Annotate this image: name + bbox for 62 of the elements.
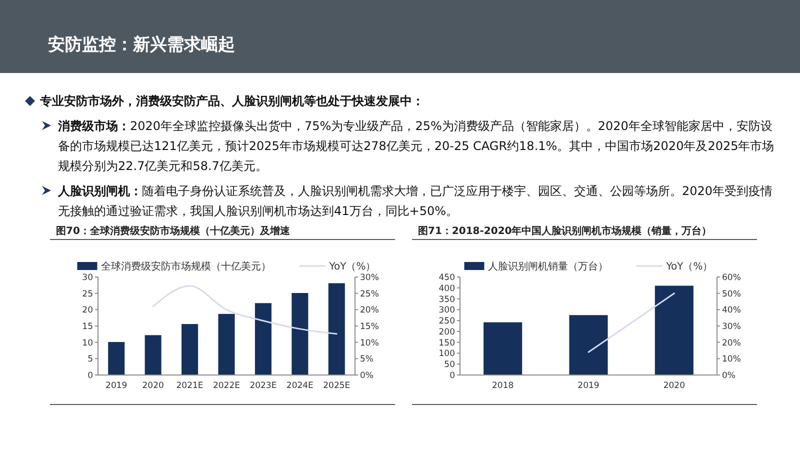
- text: 人脸识别闸机：随着电子身份认证系统普及，人脸识别闸机需求大增，已广泛应用于楼宇、园区、交通、公园等场所。2020年受到疫情无接触的通过验证需求，我国人脸识别闸机市场达到41万台，同比+50%。: [57, 184, 773, 218]
- legend-label: YoY（%）: [328, 262, 376, 272]
- x-tick-label: 2021E: [176, 381, 204, 391]
- bar: [218, 314, 235, 375]
- y2-tick-label: 0%: [722, 371, 736, 381]
- y-tick-label: 450: [438, 273, 455, 283]
- y-tick-label: 10: [82, 338, 93, 348]
- y2-tick-label: 10%: [722, 354, 741, 365]
- y-tick-label: 0: [450, 371, 455, 381]
- y2-tick-label: 25%: [360, 289, 379, 300]
- y-tick-label: 400: [438, 284, 455, 294]
- bar: [569, 315, 608, 375]
- x-tick-label: 2019: [106, 381, 128, 391]
- bar: [654, 286, 694, 375]
- chart-title: 图71：2018-2020年中国人脸识别闸机市场规模（销量，万台）: [418, 225, 712, 237]
- y2-tick-label: 60%: [722, 273, 741, 283]
- x-tick-label: 2022E: [212, 381, 240, 391]
- x-tick-label: 2024E: [286, 381, 314, 391]
- y-tick-label: 350: [438, 294, 455, 305]
- x-tick-label: 2018: [492, 381, 514, 391]
- x-tick-label: 2023E: [250, 381, 277, 391]
- line-series: [152, 285, 338, 335]
- x-tick-label: 2020: [142, 381, 164, 391]
- text: 消费级市场：2020年全球监控摄像头出货中，75%为专业级产品，25%为消费级产品（智能家居）。2020年全球智能家居中，安防设备的市场规模已达121亿美元，预计2025年市场规模可达278亿美元，20-25 CAGR约18.1%。其中，中国市场2020年及2025年市场规模分别为22.7亿美元和58.7亿美元。: [57, 119, 774, 173]
- y-tick-label: 30: [82, 273, 93, 283]
- text: 安防监控：新兴需求崛起: [48, 35, 235, 55]
- y2-tick-label: 40%: [722, 306, 741, 316]
- text: 专业安防市场外，消费级安防产品、人脸识别闸机等也处于快速发展中：: [39, 94, 424, 108]
- bar: [182, 324, 198, 375]
- x-tick-label: 2025E: [323, 381, 350, 391]
- bar: [254, 303, 272, 375]
- y-tick-label: 25: [82, 289, 93, 300]
- y2-tick-label: 10%: [360, 338, 379, 348]
- legend-label: 全球消费级安防市场规模（十亿美元）: [101, 260, 272, 272]
- legend-label: 人脸识别闸机销量（万台）: [488, 260, 608, 272]
- y2-tick-label: 20%: [722, 338, 741, 348]
- y2-tick-label: 0%: [360, 371, 374, 381]
- y-tick-label: 0: [88, 371, 93, 381]
- y2-tick-label: 30%: [722, 322, 741, 332]
- y-tick-label: 250: [438, 316, 455, 327]
- y-tick-label: 150: [438, 338, 455, 348]
- y-tick-label: 5: [88, 354, 93, 365]
- legend-label: YoY（%）: [665, 262, 713, 272]
- y-tick-label: 15: [82, 322, 93, 332]
- x-tick-label: 2019: [578, 381, 600, 391]
- y-tick-label: 50: [444, 360, 455, 370]
- y2-tick-label: 15%: [360, 322, 379, 332]
- bar: [292, 293, 308, 375]
- y-tick-label: 300: [438, 306, 455, 316]
- y-tick-label: 20: [82, 306, 93, 316]
- x-tick-label: 2020: [663, 381, 685, 391]
- bar: [108, 342, 125, 375]
- chart-title: 图70：全球消费级安防市场规模（十亿美元）及增速: [56, 225, 291, 237]
- y-tick-label: 100: [438, 349, 455, 360]
- y-tick-label: 200: [438, 327, 455, 338]
- y2-tick-label: 50%: [722, 289, 741, 300]
- bar: [328, 283, 345, 375]
- bar: [484, 322, 522, 375]
- y2-tick-label: 5%: [360, 354, 374, 365]
- y2-tick-label: 20%: [360, 306, 379, 316]
- bar: [144, 335, 162, 375]
- y2-tick-label: 30%: [360, 273, 379, 283]
